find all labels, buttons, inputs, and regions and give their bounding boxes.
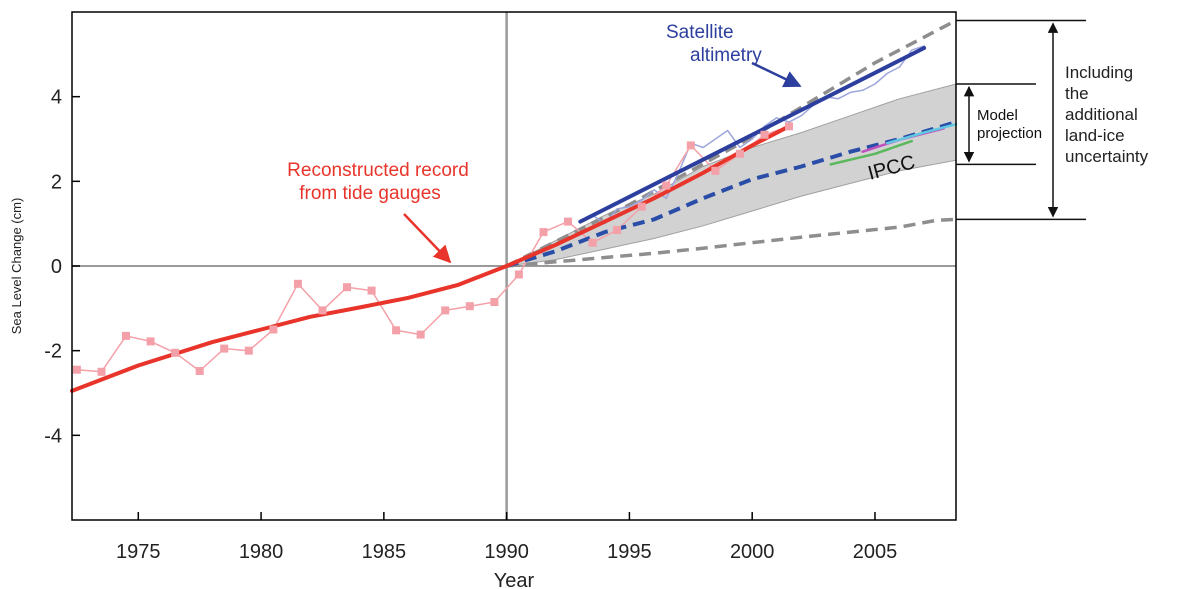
- tide-gauge-point: [490, 298, 499, 306]
- axes: 1975 1980 1985 1990 1995 2000 2005 -4 -2 0 2 4 Year S…: [9, 11, 957, 589]
- tide-gauge-point: [613, 226, 622, 234]
- y-tick-label: -4: [44, 425, 62, 447]
- tide-gauge-point: [269, 325, 278, 334]
- tide-gauge-point: [711, 166, 720, 175]
- tide-gauge-arrow: [403, 213, 452, 264]
- landice-label-line2: the: [1065, 84, 1089, 103]
- tide-gauge-point: [220, 344, 229, 353]
- tide-gauge-point: [244, 346, 253, 355]
- x-axis-label: Year: [494, 570, 535, 589]
- tide-gauge-point: [760, 130, 769, 139]
- tide-gauge-point: [588, 238, 597, 247]
- tide-gauge-point: [662, 181, 671, 190]
- series-ipcc-green-line: [829, 139, 914, 166]
- model-label-line2: projection: [977, 125, 1042, 142]
- tide-gauge-point: [318, 306, 327, 315]
- series-lower-bound-line: [506, 217, 957, 268]
- tide-gauge-point: [637, 202, 646, 211]
- x-tick-label: 1975: [116, 541, 161, 563]
- x-tick-label: 1990: [484, 541, 529, 563]
- tide-gauge-point: [465, 302, 474, 311]
- tide-gauge-point: [539, 228, 548, 237]
- satellite-label-line2: altimetry: [690, 45, 762, 66]
- y-tick-label: -2: [44, 341, 62, 363]
- tide-gauge-point: [686, 141, 695, 150]
- tide-gauge-point: [416, 330, 425, 339]
- x-tick-label: 1985: [362, 541, 407, 563]
- landice-label-line4: land-ice: [1065, 126, 1125, 145]
- series-ipcc-cyan-line: [885, 122, 958, 145]
- tide-gauge-point: [293, 279, 302, 288]
- landice-label-line1: Including: [1065, 63, 1133, 82]
- tide-gauge-point: [122, 331, 130, 340]
- landice-label-line5: uncertainty: [1065, 147, 1149, 166]
- series-model-mean-line: [506, 120, 957, 268]
- x-tick-label: 1995: [607, 541, 652, 563]
- tide-gauge-point: [392, 326, 401, 335]
- x-tick-label: 2000: [730, 541, 775, 563]
- series-sat-obs-line: [579, 45, 925, 225]
- x-tick-label: 1980: [239, 541, 284, 563]
- tide-gauge-point: [343, 283, 351, 292]
- tide-gauge-point: [441, 306, 450, 315]
- y-axis-label: Sea Level Change (cm): [9, 198, 24, 335]
- y-tick-label: 4: [51, 87, 62, 109]
- series-tide-obs-line: [76, 125, 790, 373]
- model-label-line1: Model: [977, 107, 1018, 124]
- y-tick-label: 2: [51, 171, 62, 193]
- satellite-label-line1: Satellite: [666, 22, 734, 43]
- tide-gauge-label-line1: Reconstructed record: [287, 160, 469, 181]
- tide-gauge-point: [367, 286, 376, 295]
- tide-gauge-point: [514, 270, 523, 279]
- series-sat-trend-line: [578, 46, 927, 224]
- tide-gauge-point: [735, 149, 744, 158]
- series-tide-smooth-line: [70, 124, 791, 393]
- y-tick-label: 0: [51, 256, 62, 278]
- landice-label-line3: additional: [1065, 105, 1138, 124]
- tide-gauge-point: [785, 122, 793, 131]
- tide-gauge-point: [564, 217, 572, 226]
- series-layer: [70, 18, 958, 393]
- tide-gauge-point: [195, 367, 204, 375]
- tide-gauge-point: [171, 348, 180, 357]
- x-tick-label: 2005: [853, 541, 898, 563]
- tide-gauge-point: [146, 337, 155, 346]
- tide-gauge-point: [97, 367, 106, 376]
- tide-gauge-point: [72, 365, 81, 374]
- satellite-arrow: [751, 61, 802, 88]
- tide-gauge-label-line2: from tide gauges: [299, 183, 441, 204]
